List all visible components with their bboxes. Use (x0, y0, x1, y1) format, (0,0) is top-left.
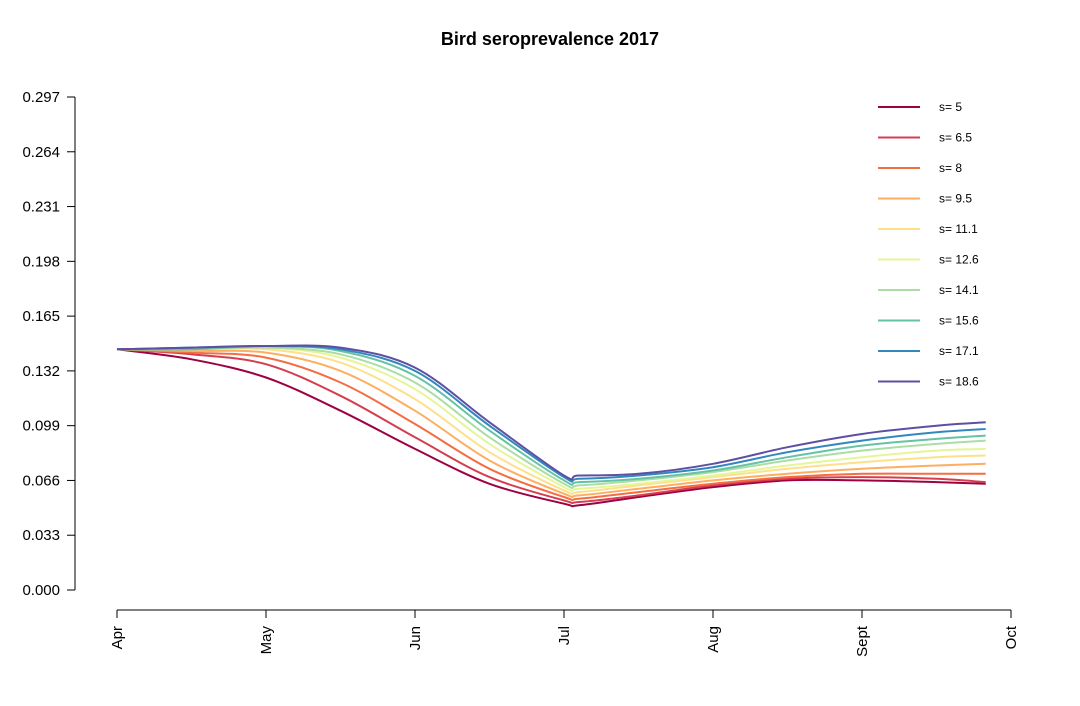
x-tick-label: Jul (556, 626, 573, 645)
series-line-8 (116, 344, 986, 483)
series-line-1 (116, 348, 986, 505)
series-line-0 (116, 348, 986, 508)
series-line-9 (116, 344, 986, 481)
series-line-7 (116, 344, 986, 486)
y-tick-label: 0.000 (22, 582, 60, 599)
x-axis-ticks: Apr May Jun Jul Aug Sept Oct (109, 610, 1020, 657)
series-lines (116, 344, 986, 508)
legend-label-5: s= 12.6 (939, 253, 979, 267)
y-tick-label: 0.066 (22, 472, 60, 489)
y-tick-label: 0.297 (22, 89, 60, 106)
x-tick-label: Oct (1003, 625, 1020, 649)
series-line-6 (116, 346, 986, 489)
series-line-3 (116, 348, 986, 499)
legend-label-6: s= 14.1 (939, 283, 979, 297)
legend-label-9: s= 18.6 (939, 375, 979, 389)
y-tick-label: 0.231 (22, 199, 60, 216)
y-tick-label: 0.099 (22, 418, 60, 435)
legend-label-1: s= 6.5 (939, 131, 972, 145)
y-axis-ticks: 0.297 0.264 0.231 0.198 0.165 0.132 0.099 0.066… (22, 89, 75, 599)
x-tick-label: Sept (854, 625, 871, 657)
y-tick-label: 0.132 (22, 363, 60, 380)
series-line-2 (116, 348, 986, 502)
y-tick-label: 0.165 (22, 308, 60, 325)
legend-label-7: s= 15.6 (939, 314, 979, 328)
legend: s= 5 s= 6.5 s= 8 s= 9.5 s= 11.1 s= 12.6 s= 14.… (878, 100, 979, 389)
x-tick-label: May (258, 626, 275, 655)
y-tick-label: 0.198 (22, 253, 60, 270)
y-tick-label: 0.033 (22, 527, 60, 544)
x-tick-label: Aug (705, 626, 722, 653)
legend-label-3: s= 9.5 (939, 192, 972, 206)
y-tick-label: 0.264 (22, 144, 60, 161)
chart-title: Bird seroprevalence 2017 (441, 29, 659, 49)
legend-label-0: s= 5 (939, 100, 962, 114)
legend-label-2: s= 8 (939, 161, 962, 175)
legend-label-8: s= 17.1 (939, 344, 979, 358)
legend-label-4: s= 11.1 (939, 222, 978, 236)
series-line-4 (117, 347, 986, 496)
x-tick-label: Apr (109, 626, 126, 649)
x-tick-label: Jun (407, 626, 424, 650)
